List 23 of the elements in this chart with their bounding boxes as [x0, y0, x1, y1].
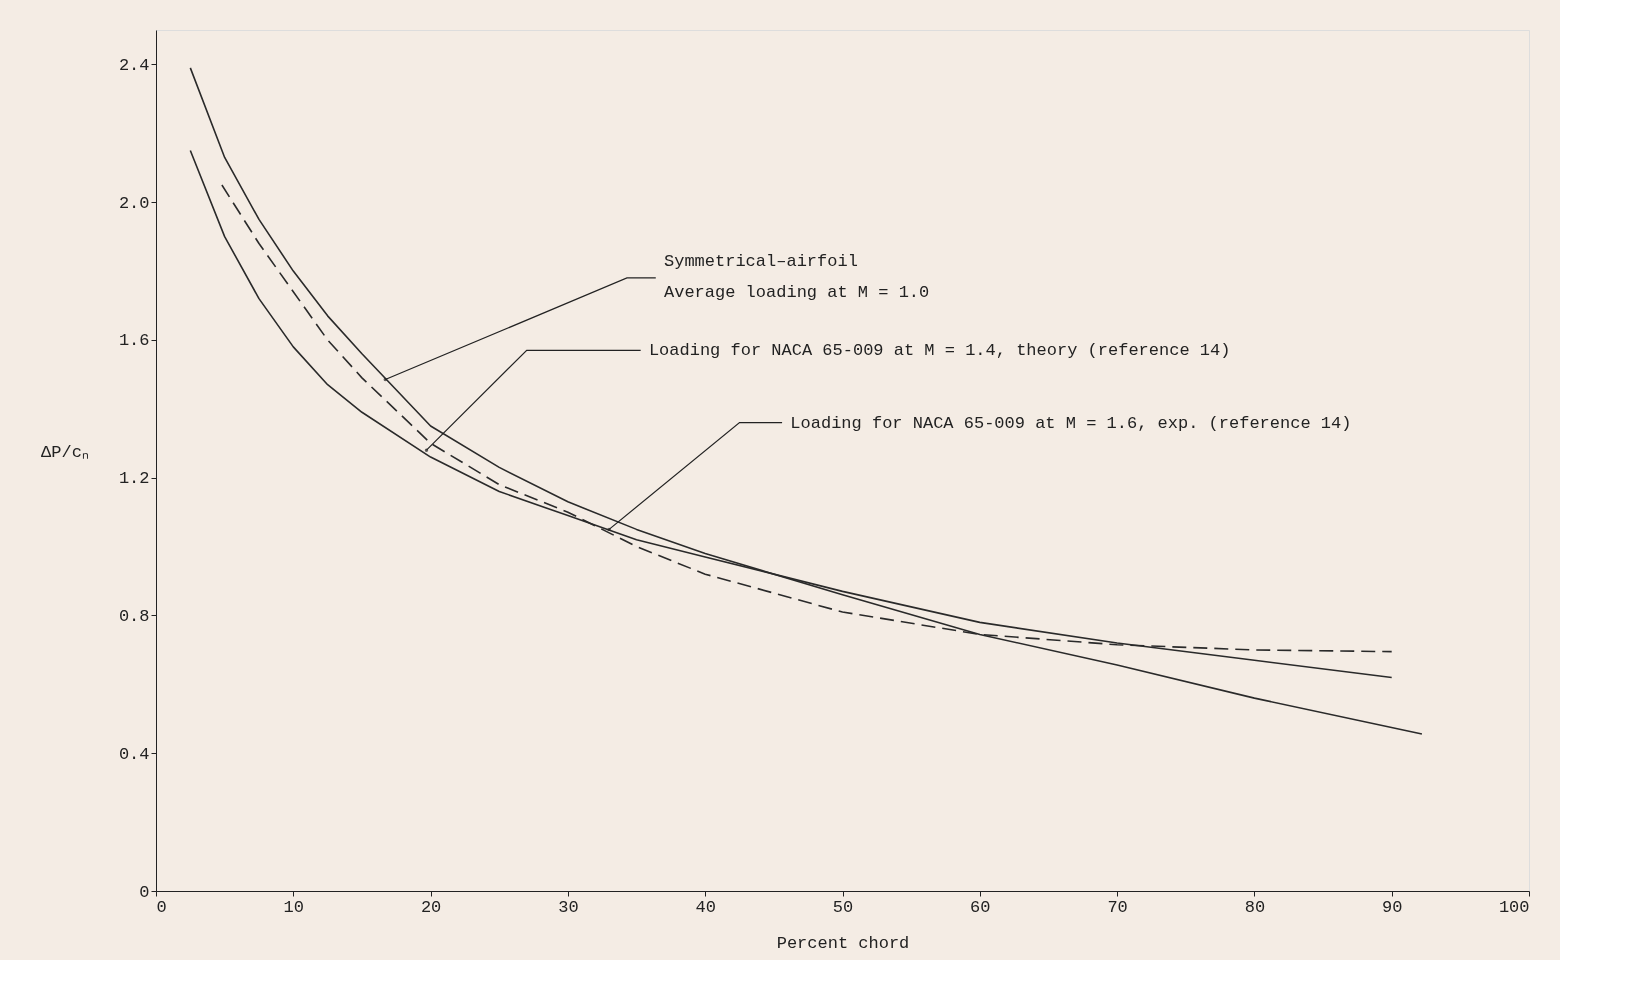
annotation: Loading for NACA 65-009 at M = 1.6, exp. (reference 14): [790, 413, 1352, 433]
x-tick-label: 30: [558, 897, 579, 917]
y-tick-label: 2.0: [118, 193, 150, 213]
x-tick-label: 60: [970, 897, 991, 917]
x-tick-label: 80: [1244, 897, 1266, 917]
annotation: Symmetrical–airfoil Average loading at M = 1.0: [664, 251, 930, 302]
y-tick-label: 2.4: [118, 55, 150, 75]
y-tick-label: 0.8: [118, 606, 150, 626]
x-tick-label: 50: [832, 897, 854, 917]
x-tick-label: 40: [695, 897, 716, 917]
x-tick-label: 100: [1498, 897, 1530, 917]
x-axis-title: Percent chord: [776, 933, 910, 953]
y-tick-label: 1.2: [118, 469, 150, 489]
y-tick-label: 0: [139, 882, 150, 902]
y-axis-title: ΔP/cₙ: [41, 443, 89, 462]
x-tick-label: 10: [283, 897, 304, 917]
x-tick-label: 0: [156, 897, 167, 917]
x-tick-label: 90: [1382, 897, 1403, 917]
annotation: Loading for NACA 65-009 at M = 1.4, theory (reference 14): [648, 341, 1231, 361]
x-tick-label: 20: [420, 897, 442, 917]
x-tick-label: 70: [1107, 897, 1128, 917]
y-tick-label: 0.4: [118, 744, 150, 764]
y-tick-label: 1.6: [118, 331, 150, 351]
